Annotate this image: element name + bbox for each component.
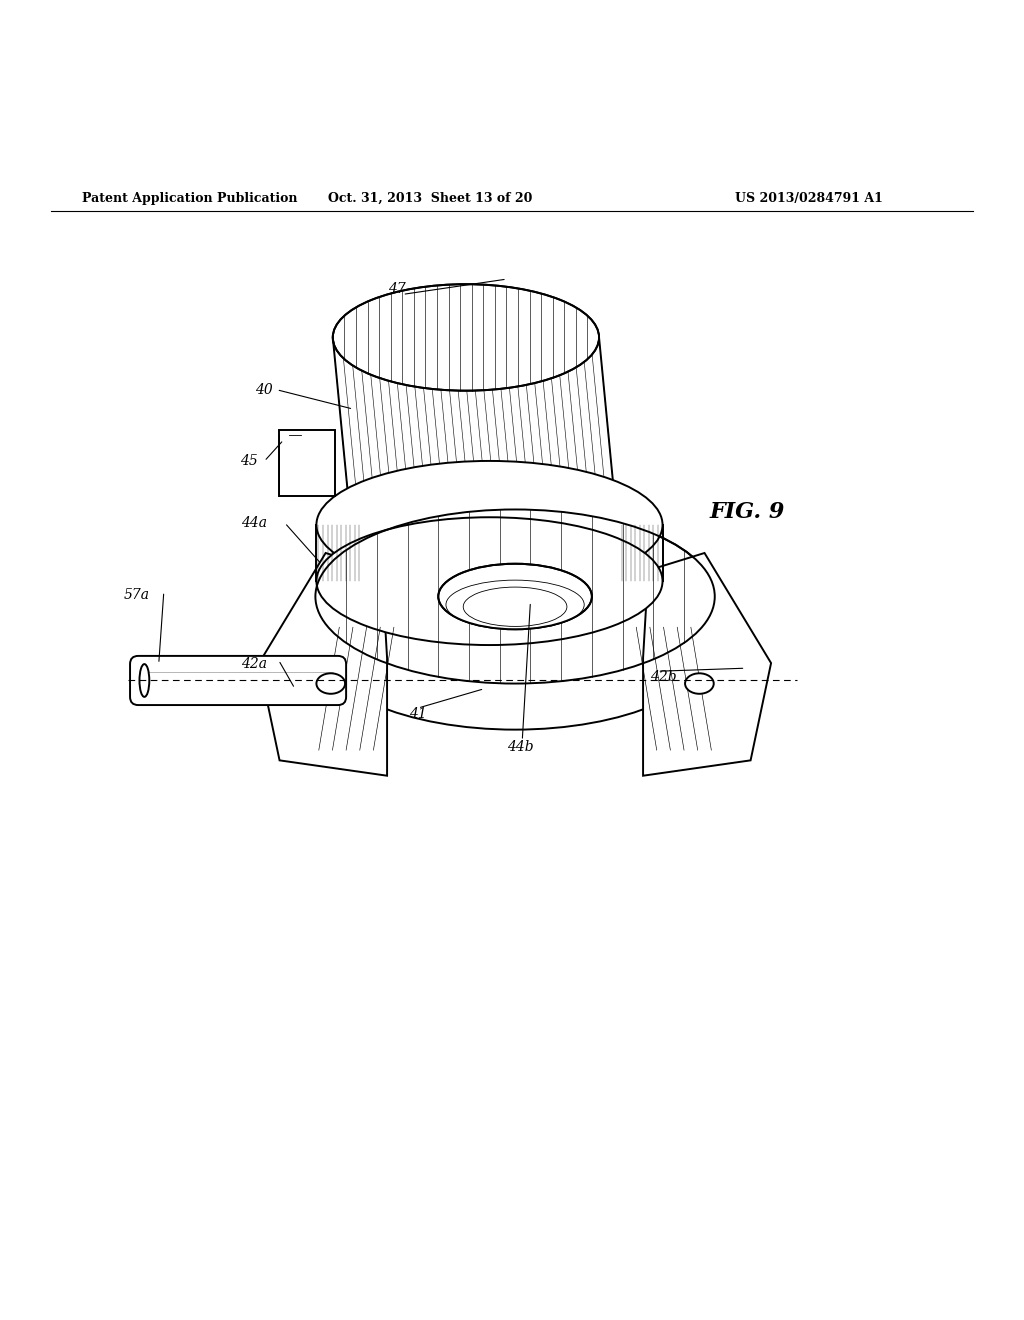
Ellipse shape <box>685 673 714 694</box>
Text: Oct. 31, 2013  Sheet 13 of 20: Oct. 31, 2013 Sheet 13 of 20 <box>328 191 532 205</box>
Ellipse shape <box>438 564 592 630</box>
Text: 41: 41 <box>409 708 427 721</box>
Text: 47: 47 <box>388 282 407 296</box>
Ellipse shape <box>315 510 715 684</box>
Text: 57a: 57a <box>123 589 150 602</box>
Text: 42a: 42a <box>241 657 267 671</box>
Text: 42b: 42b <box>650 671 677 684</box>
Polygon shape <box>259 553 387 776</box>
Text: 40: 40 <box>255 383 273 397</box>
Ellipse shape <box>356 528 623 635</box>
Text: Patent Application Publication: Patent Application Publication <box>82 191 297 205</box>
Ellipse shape <box>316 517 663 645</box>
Polygon shape <box>333 338 623 581</box>
Ellipse shape <box>139 664 150 697</box>
Text: US 2013/0284791 A1: US 2013/0284791 A1 <box>735 191 883 205</box>
Ellipse shape <box>446 579 584 630</box>
Text: 45: 45 <box>240 454 258 469</box>
Ellipse shape <box>463 587 567 627</box>
Text: FIG. 9: FIG. 9 <box>710 500 785 523</box>
Ellipse shape <box>315 556 715 730</box>
Ellipse shape <box>316 673 345 694</box>
Polygon shape <box>643 553 771 776</box>
Ellipse shape <box>316 461 663 589</box>
FancyBboxPatch shape <box>130 656 346 705</box>
Text: 44b: 44b <box>507 741 534 754</box>
Ellipse shape <box>333 284 599 391</box>
Text: 44a: 44a <box>241 516 267 529</box>
Polygon shape <box>316 510 438 581</box>
Polygon shape <box>279 429 335 496</box>
